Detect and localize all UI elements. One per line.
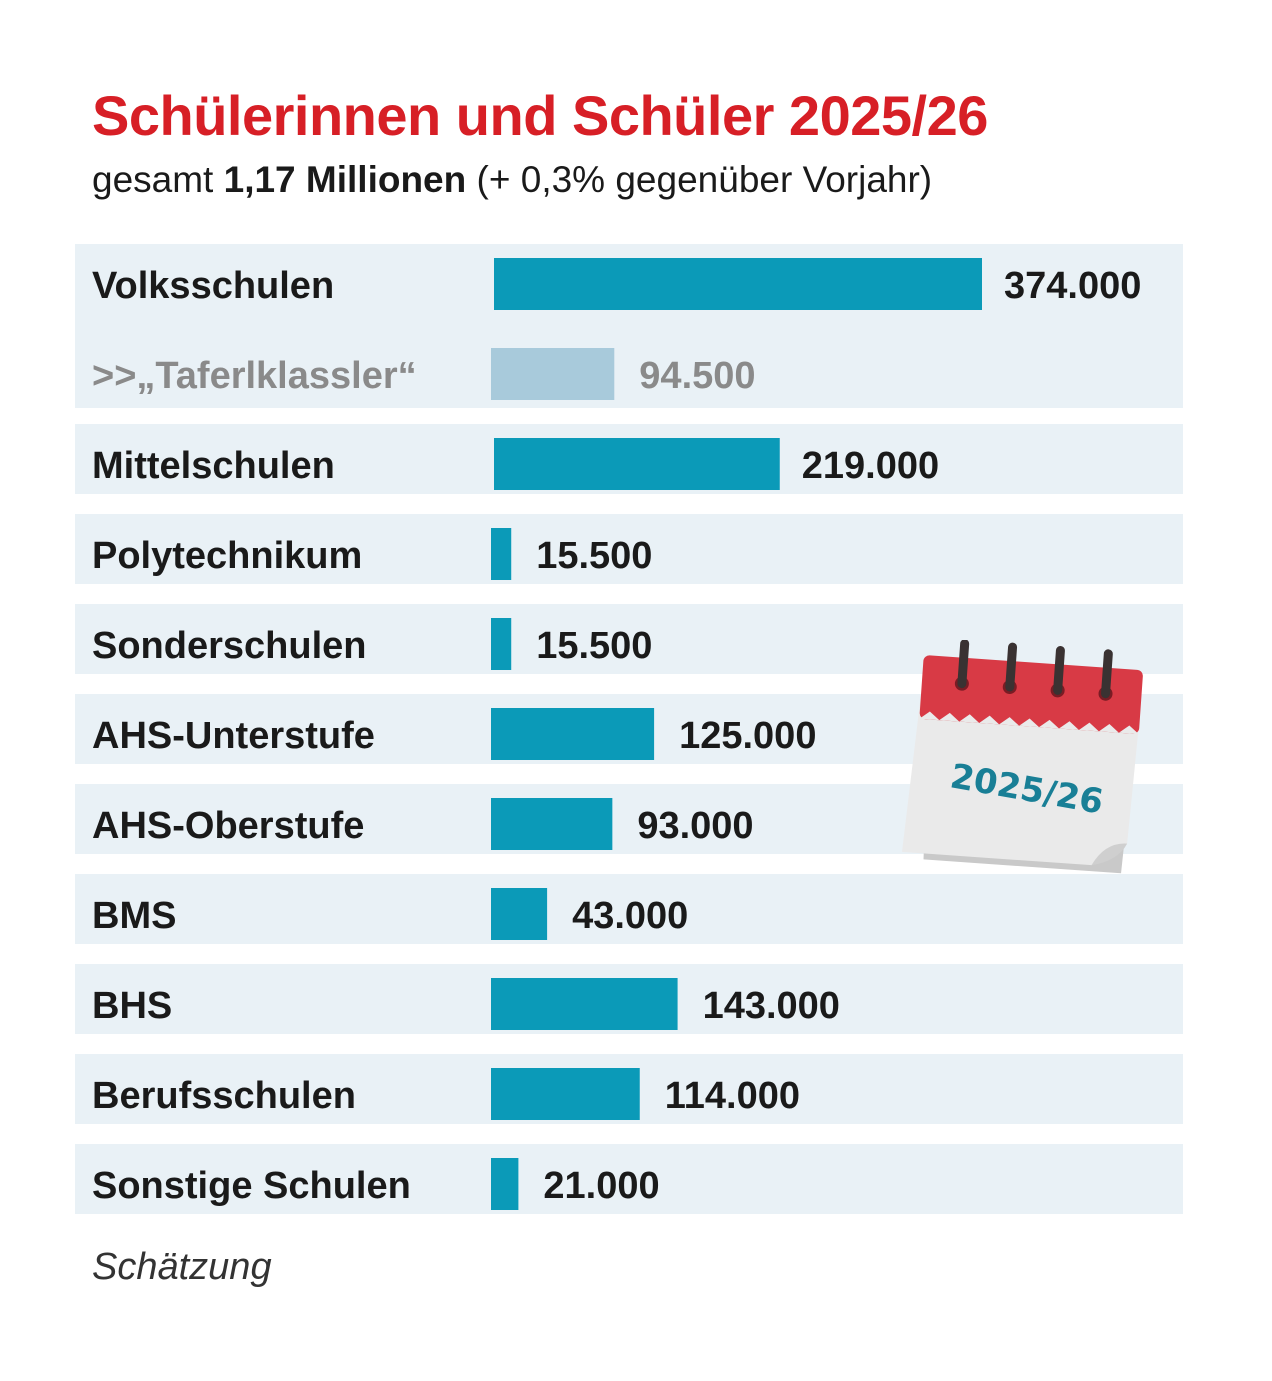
calendar-icon: 2025/26 bbox=[901, 640, 1143, 874]
category-label: Berufsschulen bbox=[92, 1075, 356, 1117]
value-label: 219.000 bbox=[802, 445, 939, 487]
category-label: Volksschulen bbox=[92, 265, 334, 307]
value-label: 15.500 bbox=[536, 535, 652, 577]
bar bbox=[491, 618, 512, 670]
category-label-sub: >>„Taferlklassler“ bbox=[92, 355, 417, 397]
bar bbox=[491, 888, 548, 940]
category-label: Sonderschulen bbox=[92, 625, 367, 667]
category-label: AHS-Oberstufe bbox=[92, 805, 364, 847]
chart-subtitle: gesamt 1,17 Millionen (+ 0,3% gegenüber … bbox=[92, 156, 932, 204]
bar bbox=[491, 1158, 519, 1210]
value-label: 15.500 bbox=[536, 625, 652, 667]
value-label: 125.000 bbox=[679, 715, 816, 757]
bar bbox=[494, 438, 780, 490]
row-background bbox=[75, 1144, 1183, 1214]
footnote: Schätzung bbox=[92, 1246, 272, 1288]
bar bbox=[491, 528, 512, 580]
subtitle-prefix: gesamt bbox=[92, 159, 224, 200]
value-label: 114.000 bbox=[665, 1075, 800, 1117]
category-label: Mittelschulen bbox=[92, 445, 335, 487]
value-label: 93.000 bbox=[637, 805, 753, 847]
bar bbox=[491, 1068, 640, 1120]
value-label: 374.000 bbox=[1004, 265, 1141, 307]
category-label: BHS bbox=[92, 985, 172, 1027]
subtitle-suffix: (+ 0,3% gegenüber Vorjahr) bbox=[466, 159, 933, 200]
bar bbox=[491, 348, 615, 400]
subtitle-total: 1,17 Millionen bbox=[223, 159, 467, 200]
category-label: Polytechnikum bbox=[92, 535, 362, 577]
row-background bbox=[75, 514, 1183, 584]
value-label: 21.000 bbox=[543, 1165, 659, 1207]
bar bbox=[491, 798, 613, 850]
bar-chart: Volksschulen 374.000 >>„Taferlklassler“ 94.… bbox=[75, 244, 1183, 1214]
value-label: 43.000 bbox=[572, 895, 688, 937]
bar bbox=[491, 708, 655, 760]
bar bbox=[494, 258, 982, 310]
row-background bbox=[75, 874, 1183, 944]
category-label: Sonstige Schulen bbox=[92, 1165, 411, 1207]
category-label: AHS-Unterstufe bbox=[92, 715, 375, 757]
value-label: 94.500 bbox=[639, 355, 755, 397]
category-label: BMS bbox=[92, 895, 176, 937]
value-label: 143.000 bbox=[703, 985, 840, 1027]
bar bbox=[491, 978, 678, 1030]
chart-title: Schülerinnen und Schüler 2025/26 bbox=[92, 84, 988, 147]
